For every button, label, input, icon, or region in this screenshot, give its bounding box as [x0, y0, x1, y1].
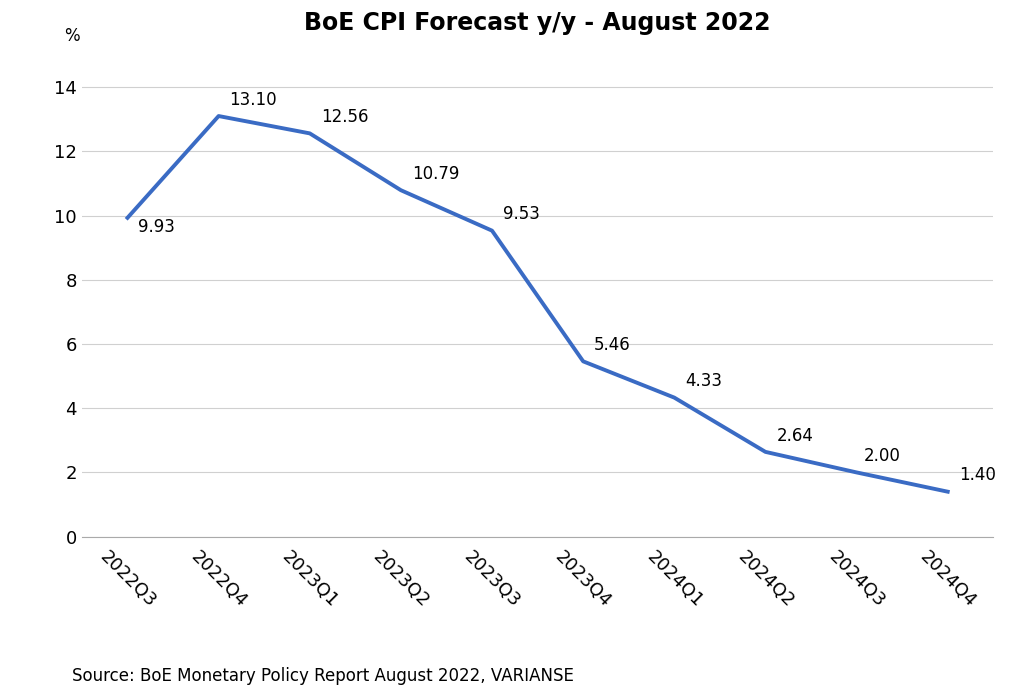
Text: 1.40: 1.40 — [958, 466, 995, 484]
Text: %: % — [63, 28, 79, 45]
Text: 2.64: 2.64 — [776, 427, 813, 444]
Text: 9.53: 9.53 — [503, 206, 540, 224]
Text: 12.56: 12.56 — [321, 108, 369, 126]
Text: Source: BoE Monetary Policy Report August 2022, VARIANSE: Source: BoE Monetary Policy Report Augus… — [72, 667, 573, 685]
Text: 13.10: 13.10 — [229, 91, 278, 109]
Text: 9.93: 9.93 — [138, 218, 175, 236]
Title: BoE CPI Forecast y/y - August 2022: BoE CPI Forecast y/y - August 2022 — [304, 11, 771, 35]
Text: 10.79: 10.79 — [412, 165, 459, 183]
Text: 2.00: 2.00 — [864, 447, 901, 465]
Text: 4.33: 4.33 — [685, 372, 722, 390]
Text: 5.46: 5.46 — [594, 336, 631, 354]
